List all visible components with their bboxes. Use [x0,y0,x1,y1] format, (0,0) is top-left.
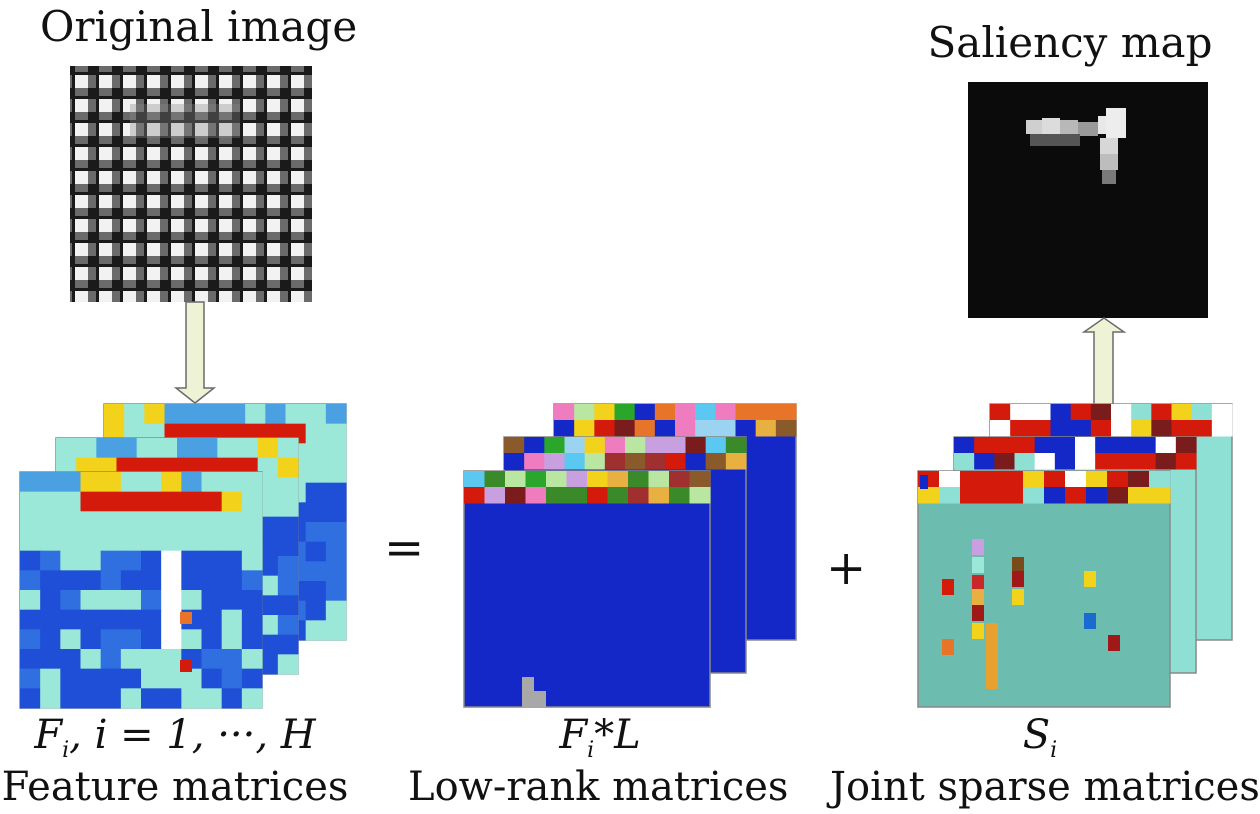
arrow-down-icon [173,301,217,404]
low-rank-matrices-caption: Low-rank matrices [408,764,789,810]
arrow-up-icon [1081,317,1127,406]
joint-sparse-matrices-stack [917,403,1233,708]
plus-sign: + [826,540,867,596]
joint-sparse-matrices-caption: Joint sparse matrices [830,764,1260,810]
original-image-title: Original image [40,2,358,51]
low-rank-matrices-stack [463,403,797,708]
feature-matrices-caption: Feature matrices [1,764,349,810]
sparse-formula: Si [1022,712,1058,763]
saliency-map [968,82,1208,318]
feature-formula: Fi, i = 1, ···, H [34,712,316,763]
low-rank-matrix [463,470,711,708]
feature-matrices-stack [19,403,347,709]
original-image [70,66,312,302]
equals-sign: = [384,520,425,576]
lowrank-formula: Fi*L [559,712,641,763]
saliency-map-title: Saliency map [927,18,1213,67]
sparse-matrix [917,470,1171,708]
